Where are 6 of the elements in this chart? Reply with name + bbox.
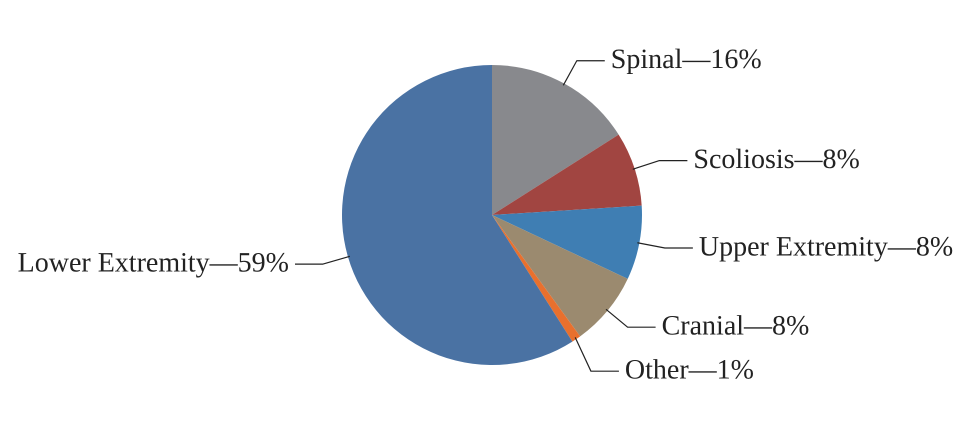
- slice-label: Other—1%: [624, 354, 754, 386]
- slice-label: Lower Extremity—59%: [18, 247, 289, 278]
- slice-label: Cranial—8%: [662, 310, 810, 342]
- slice-label: Scoliosis—8%: [693, 144, 860, 175]
- slice-label: Upper Extremity—8%: [698, 231, 954, 262]
- slice-label: Spinal—16%: [610, 44, 762, 76]
